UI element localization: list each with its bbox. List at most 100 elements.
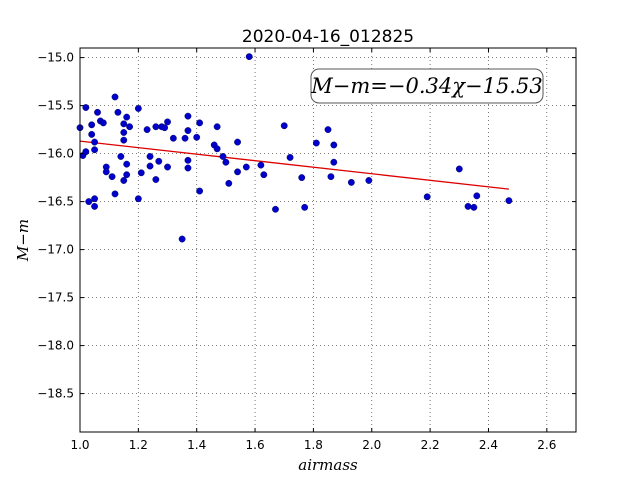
y-tick-label: −18.0 — [37, 339, 74, 353]
x-tick-label: 2.0 — [362, 438, 381, 452]
data-point — [196, 119, 204, 127]
data-point — [155, 157, 163, 165]
y-tick-labels: −15.0 −15.5 −16.0 −16.5 −17.0 −17.5 −18.0 −18.5 — [37, 51, 74, 401]
data-point — [134, 195, 142, 203]
data-point — [120, 136, 128, 144]
x-tick-label: 2.2 — [421, 438, 440, 452]
data-point — [88, 130, 96, 138]
data-point — [137, 169, 145, 177]
data-point — [120, 129, 128, 136]
data-point — [120, 120, 128, 128]
data-point — [213, 123, 221, 131]
data-point — [120, 177, 128, 184]
data-point — [347, 178, 355, 186]
data-point — [99, 119, 107, 127]
data-point — [196, 187, 204, 195]
data-point — [178, 235, 186, 243]
data-point — [152, 123, 160, 131]
data-point — [464, 202, 472, 210]
data-point — [82, 148, 90, 156]
data-point — [505, 197, 513, 205]
y-tick-label: −16.0 — [37, 147, 74, 161]
data-point — [91, 202, 98, 210]
data-point — [111, 190, 119, 198]
data-point — [164, 118, 171, 126]
data-point — [181, 134, 189, 142]
data-point — [330, 158, 338, 166]
data-point — [161, 124, 169, 132]
annotation-text: M−m=−0.34χ−15.53 — [310, 74, 542, 98]
data-point — [193, 133, 201, 141]
data-point — [102, 168, 110, 176]
data-point — [219, 153, 227, 160]
grid-lines — [79, 48, 576, 432]
data-point — [312, 139, 320, 147]
y-tick-label: −18.5 — [37, 387, 74, 401]
x-tick-label: 2.4 — [479, 438, 498, 452]
data-point — [234, 138, 241, 146]
data-point — [324, 126, 332, 134]
data-point — [82, 104, 90, 111]
data-point — [91, 195, 98, 203]
data-point — [423, 193, 431, 201]
x-tick-label: 1.8 — [304, 438, 323, 452]
data-point — [114, 108, 122, 116]
data-point — [184, 112, 192, 120]
data-point — [184, 127, 192, 134]
data-point — [146, 162, 154, 170]
data-point — [94, 108, 101, 116]
data-point — [91, 138, 98, 146]
data-point — [111, 93, 119, 101]
data-point — [222, 158, 230, 166]
data-point — [143, 126, 151, 134]
x-tick-label: 1.6 — [246, 438, 265, 452]
data-point — [123, 160, 131, 168]
data-point — [298, 174, 306, 182]
data-point — [327, 173, 335, 181]
data-point — [213, 145, 221, 153]
data-point — [473, 192, 481, 200]
data-point — [257, 161, 265, 169]
data-point — [117, 153, 125, 160]
y-tick-label: −15.0 — [37, 51, 74, 65]
data-point — [234, 168, 241, 176]
fit-line-group — [79, 140, 509, 190]
x-tick-label: 1.2 — [129, 438, 148, 452]
data-point — [123, 171, 131, 179]
x-axis-label: airmass — [298, 456, 358, 474]
data-point — [286, 154, 294, 161]
data-points — [76, 53, 513, 243]
axis-ticks — [79, 48, 576, 432]
data-point — [169, 134, 177, 142]
data-point — [225, 179, 233, 187]
data-point — [123, 113, 131, 121]
data-point — [152, 176, 160, 183]
plot-frame — [79, 47, 577, 433]
data-point — [164, 163, 171, 171]
data-point — [245, 53, 253, 61]
y-tick-label: −17.5 — [37, 291, 74, 305]
data-point — [280, 122, 288, 130]
data-point — [108, 173, 116, 181]
data-point — [85, 198, 93, 206]
data-point — [91, 146, 98, 154]
data-point — [146, 153, 154, 160]
data-point — [470, 203, 478, 211]
data-point — [134, 105, 142, 112]
y-tick-label: −17.0 — [37, 243, 74, 257]
data-point — [126, 123, 134, 131]
data-point — [301, 203, 309, 211]
annotation-box — [310, 68, 544, 104]
x-tick-label: 2.6 — [537, 438, 556, 452]
data-point — [455, 165, 463, 173]
y-axis-label: M−m — [14, 219, 32, 262]
data-point — [184, 156, 192, 164]
data-point — [184, 164, 192, 172]
fit-line — [79, 140, 509, 190]
chart-title: 2020-04-16_012825 — [242, 27, 414, 47]
x-tick-label: 1.0 — [70, 438, 89, 452]
data-point — [88, 121, 96, 129]
x-tick-label: 1.4 — [187, 438, 206, 452]
y-tick-label: −16.5 — [37, 195, 74, 209]
data-point — [242, 163, 250, 171]
